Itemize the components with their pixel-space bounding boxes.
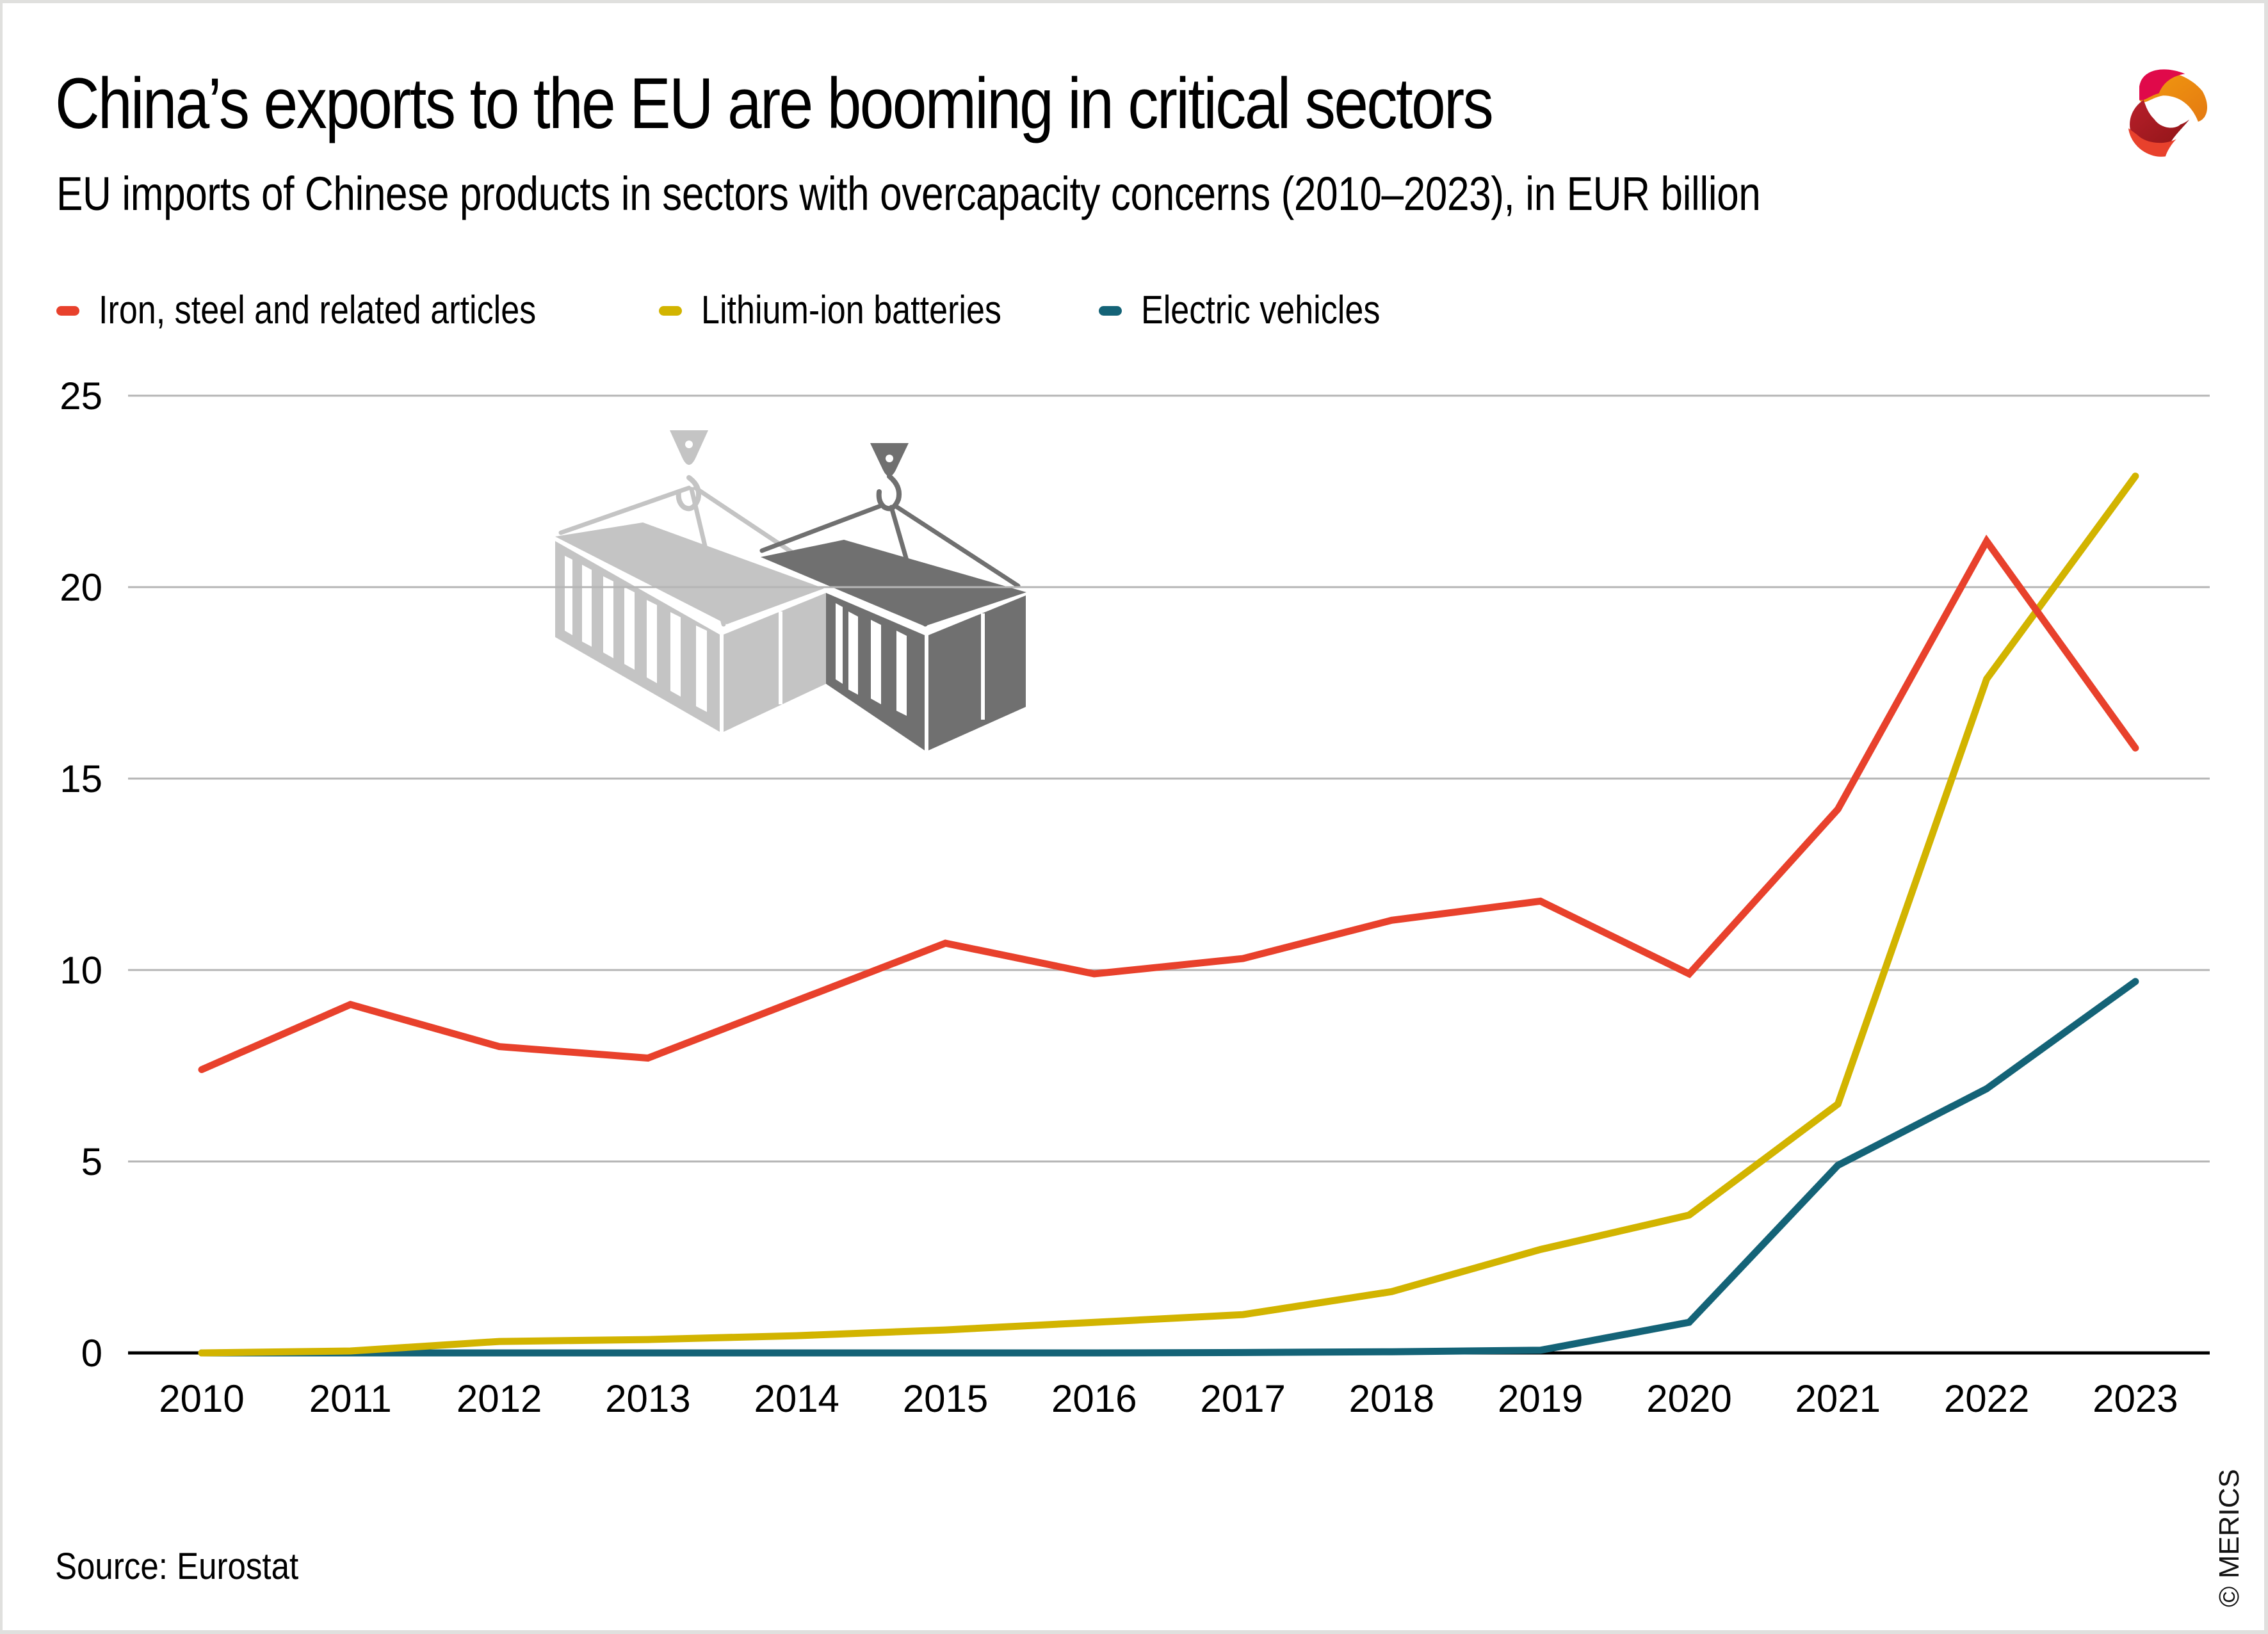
x-tick-label: 2021	[1795, 1377, 1881, 1420]
chart-legend: Iron, steel and related articles Lithium…	[56, 288, 1465, 333]
merics-logo-icon	[2128, 69, 2208, 157]
y-tick-label: 5	[81, 1140, 102, 1183]
legend-swatch-iron-steel	[56, 305, 79, 316]
x-tick-label: 2011	[309, 1377, 392, 1420]
y-tick-label: 10	[60, 949, 102, 992]
x-tick-label: 2022	[1944, 1377, 2029, 1420]
legend-swatch-electric-vehicles	[1098, 305, 1122, 316]
container-light-icon	[555, 430, 826, 733]
y-tick-label: 25	[60, 375, 102, 417]
y-tick-label: 15	[60, 757, 102, 800]
series-line-lithium-ion-batteries	[198, 473, 2139, 1357]
x-tick-label: 2012	[457, 1377, 542, 1420]
x-tick-label: 2013	[605, 1377, 690, 1420]
container-dark-icon	[759, 443, 1026, 752]
legend-item-iron-steel[interactable]: Iron, steel and related articles	[56, 291, 619, 330]
legend-label: Iron, steel and related articles	[99, 288, 537, 332]
x-tick-label: 2010	[159, 1377, 244, 1420]
x-tick-label: 2019	[1498, 1377, 1583, 1420]
x-tick-label: 2020	[1646, 1377, 1731, 1420]
legend-label: Lithium-ion batteries	[701, 288, 1002, 332]
y-tick-label: 0	[81, 1332, 102, 1375]
x-tick-label: 2015	[903, 1377, 988, 1420]
legend-swatch-batteries	[659, 305, 683, 316]
x-tick-label: 2023	[2093, 1377, 2178, 1420]
series-line-electric-vehicles	[198, 978, 2139, 1357]
y-tick-label: 20	[60, 566, 102, 609]
legend-item-electric-vehicles[interactable]: Electric vehicles	[1098, 288, 1425, 332]
series-line-iron-steel-and-related-articles	[198, 534, 2139, 1073]
x-tick-label: 2014	[754, 1377, 839, 1420]
x-tick-label: 2018	[1349, 1377, 1434, 1420]
legend-label: Electric vehicles	[1140, 288, 1380, 332]
x-tick-label: 2017	[1200, 1377, 1285, 1420]
chart-subtitle: EU imports of Chinese products in sector…	[56, 167, 1761, 220]
copyright-note: © MERICS	[2214, 1469, 2245, 1607]
source-note: Source: Eurostat	[55, 1546, 299, 1587]
chart-title: China’s exports to the EU are booming in…	[55, 63, 1494, 143]
legend-item-batteries[interactable]: Lithium-ion batteries	[659, 291, 1058, 330]
shipping-containers-icon	[555, 430, 1026, 752]
x-tick-label: 2016	[1051, 1377, 1137, 1420]
